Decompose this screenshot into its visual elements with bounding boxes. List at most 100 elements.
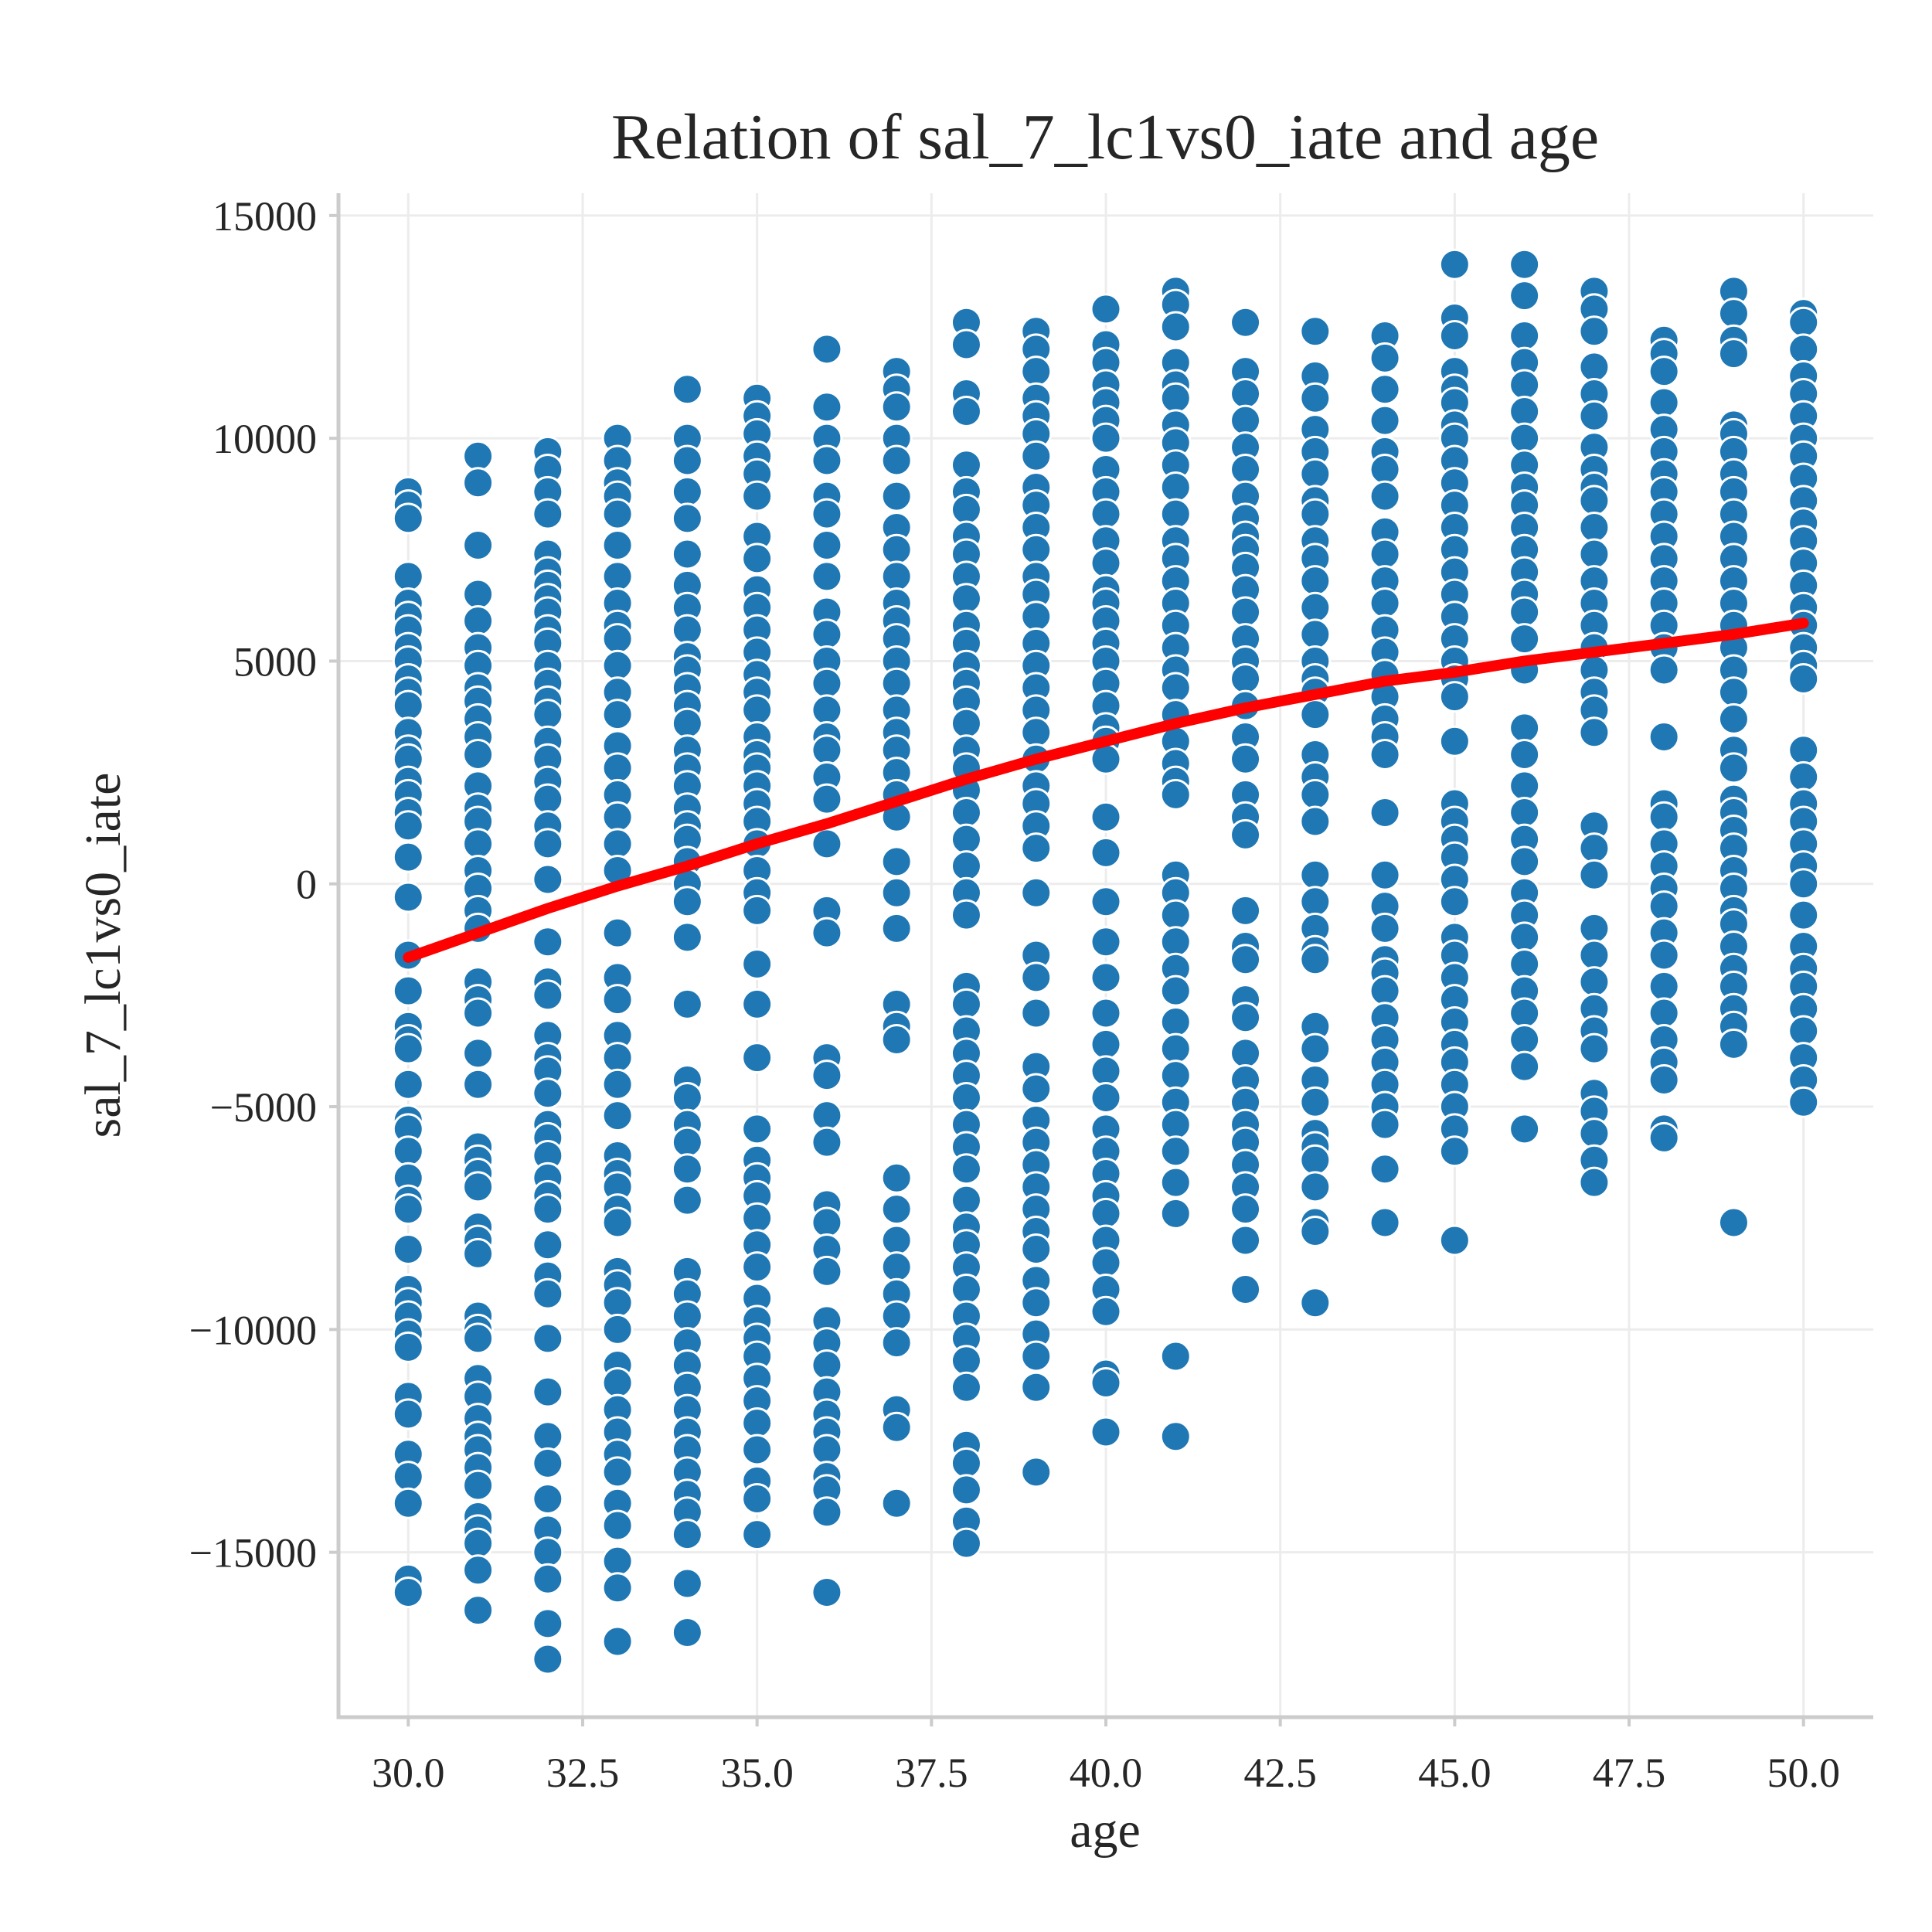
data-point [1578,511,1611,543]
data-point [601,1100,634,1132]
data-point [1299,944,1332,976]
data-point [1648,355,1680,388]
data-point [880,845,913,878]
data-point [950,1153,982,1185]
data-point [811,333,843,366]
data-point [1578,351,1611,383]
data-point [601,984,634,1016]
data-point [532,498,564,530]
data-point [811,1206,843,1239]
data-point [532,783,564,815]
data-point [1020,440,1053,472]
data-point [462,1469,495,1502]
data-point [1509,921,1541,954]
data-point [1438,248,1471,281]
data-point [1787,663,1820,696]
data-point [462,1068,495,1100]
data-point [950,1273,982,1305]
data-point [1020,1073,1053,1105]
data-point [1299,382,1332,414]
data-point [601,1572,634,1604]
data-point [741,894,774,927]
data-point [1509,280,1541,312]
data-point [1578,1032,1611,1065]
y-tick-label: 15000 [213,193,317,240]
data-point [601,1287,634,1319]
data-point [1509,845,1541,878]
data-point [671,614,703,646]
data-point [532,1643,564,1675]
data-point [1369,373,1401,406]
data-point [1438,1135,1471,1168]
data-point [1299,699,1332,731]
data-point [1438,886,1471,918]
data-point [1578,966,1611,998]
data-point [392,1461,424,1493]
data-point [1090,801,1122,833]
data-point [671,1082,703,1114]
data-point [462,1237,495,1270]
data-point [1159,975,1192,1007]
data-point [811,1126,843,1158]
data-point [1369,975,1401,1007]
data-point [532,1322,564,1355]
data-point [1230,1273,1262,1305]
data-point [880,533,913,566]
x-tick-label: 45.0 [1418,1750,1492,1796]
data-point [1578,1117,1611,1150]
data-point [601,1206,634,1239]
data-point [392,1032,424,1065]
data-point [392,1331,424,1363]
data-point [880,444,913,477]
data-point [671,1153,703,1185]
data-point [741,1406,774,1439]
data-point [811,783,843,815]
data-point [671,707,703,740]
data-point [950,988,982,1020]
data-point [1717,338,1750,370]
data-point [741,948,774,981]
data-point [741,543,774,575]
data-point [1230,743,1262,775]
data-point [1299,886,1332,918]
data-point [671,1567,703,1600]
data-point [1509,422,1541,454]
data-point [1020,355,1053,388]
data-point [1090,1367,1122,1400]
data-point [601,828,634,860]
data-point [1369,859,1401,891]
data-point [1299,1215,1332,1247]
data-point [1230,404,1262,437]
data-point [1509,1024,1541,1056]
data-point [1299,498,1332,530]
data-point [1090,293,1122,325]
data-point [950,583,982,615]
data-point [671,1519,703,1551]
data-point [671,475,703,508]
data-point [1159,672,1192,704]
data-point [811,1577,843,1609]
data-point [1578,400,1611,432]
data-point [1509,948,1541,981]
data-point [1020,1340,1053,1372]
data-point [392,1193,424,1226]
data-point [671,502,703,535]
data-point [671,1300,703,1332]
data-point [532,1420,564,1453]
data-point [601,1367,634,1400]
data-point [811,560,843,593]
data-point [1159,1166,1192,1199]
data-point [741,1042,774,1074]
data-point [392,810,424,842]
data-point [1090,498,1122,530]
data-point [1648,1121,1680,1154]
data-point [811,444,843,477]
y-tick-label: 5000 [233,638,317,685]
data-point [462,1554,495,1587]
data-point [880,1162,913,1194]
data-point [950,899,982,931]
data-point [880,1224,913,1257]
data-point [950,1184,982,1216]
data-point [1299,1086,1332,1118]
data-point [1159,471,1192,504]
